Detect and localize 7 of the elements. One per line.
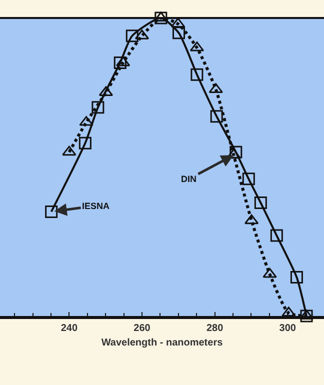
- text: DIN: [181, 174, 196, 184]
- x-tick-label: 280: [206, 323, 224, 334]
- text: IESNA: [82, 201, 110, 211]
- x-axis-title: Wavelength - nanometers: [101, 338, 224, 348]
- x-tick-label: 300: [279, 323, 296, 334]
- x-tick-label: 240: [60, 323, 78, 334]
- x-tick-label: 260: [134, 323, 151, 334]
